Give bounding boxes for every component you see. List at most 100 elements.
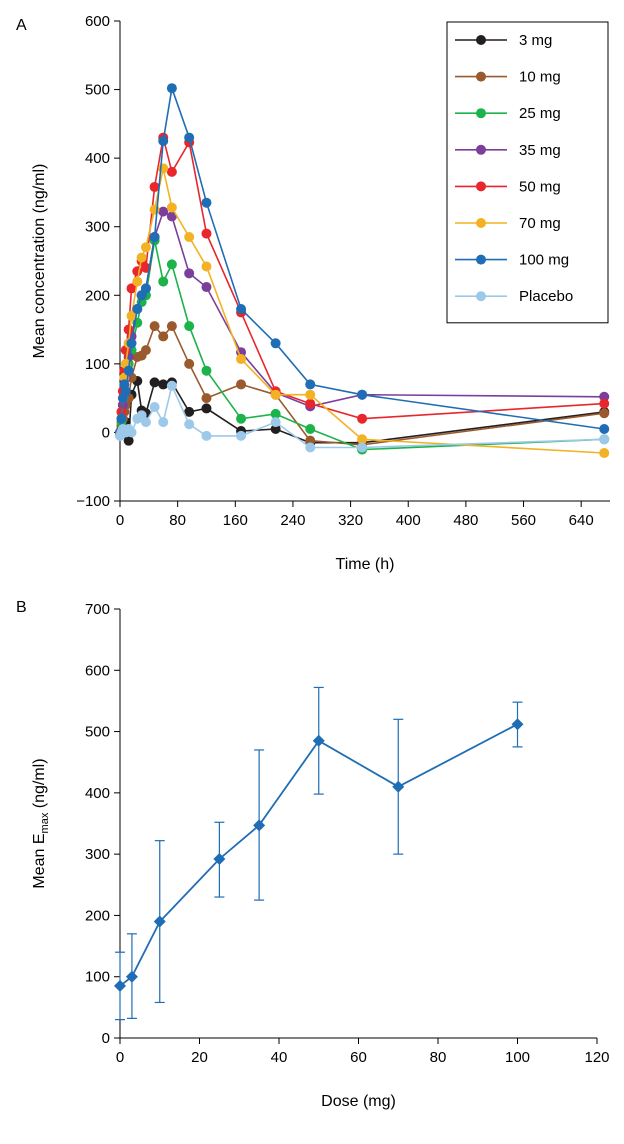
- panel-a-x-tick-label: 240: [280, 512, 305, 529]
- panel-a-data-point: [184, 132, 195, 143]
- panel-a-legend-box: [446, 21, 609, 324]
- panel-a-data-point: [126, 283, 137, 294]
- panel-a-data-point: [270, 338, 281, 349]
- panel-a-legend-label: 25 mg: [519, 105, 561, 122]
- panel-a-data-point: [184, 268, 195, 279]
- panel-a-data-point: [201, 261, 212, 272]
- panel-a-data-point: [158, 379, 169, 390]
- panel-a-legend-label: 100 mg: [519, 252, 569, 269]
- panel-a-data-point: [140, 242, 151, 253]
- panel-b-data-point: [392, 780, 405, 793]
- panel-a-data-point: [270, 408, 281, 419]
- panel-a-legend-marker: [476, 291, 486, 302]
- panel-a-data-point: [201, 365, 212, 376]
- panel-a-data-point: [149, 377, 160, 388]
- panel-a-data-point: [158, 417, 169, 428]
- panel-a-x-tick-label: 320: [338, 512, 363, 529]
- panel-a-legend-label: Placebo: [519, 288, 573, 305]
- panel-a-data-point: [140, 283, 151, 294]
- panel-a-data-point: [140, 417, 151, 428]
- panel-b-y-axis-label-sub: max: [39, 812, 51, 833]
- panel-a-data-point: [158, 331, 169, 342]
- panel-a-data-point: [166, 202, 177, 213]
- panel-b-y-axis-label-unit: (ng/ml): [31, 758, 48, 812]
- panel-a-data-point: [166, 259, 177, 270]
- panel-a-series: [115, 83, 610, 458]
- panel-a-data-point: [357, 413, 368, 424]
- panel-a-chart: A −100 0 100 200 300 400 500 600 0 80 160 240 320 400…: [16, 13, 610, 573]
- panel-a-data-point: [184, 419, 195, 430]
- panel-a-data-point: [132, 266, 143, 277]
- panel-a-x-tick-label: 400: [396, 512, 421, 529]
- panel-b-x-tick-label: 20: [191, 1049, 208, 1066]
- panel-a-x-tick-label: 640: [569, 512, 594, 529]
- panel-b-y-tick-label: 700: [85, 601, 110, 618]
- panel-a-x-tick-label: 0: [116, 512, 124, 529]
- panel-b-series-line: [119, 723, 518, 987]
- panel-b-x-tick-label: 40: [271, 1049, 288, 1066]
- panel-a-x-tick-label: 480: [453, 512, 478, 529]
- panel-a-data-point: [599, 448, 610, 458]
- panel-a-data-point: [184, 232, 195, 242]
- panel-a-data-point: [166, 211, 177, 222]
- panel-a-legend-marker: [476, 144, 486, 155]
- panel-a-x-axis-label: Time (h): [336, 556, 395, 573]
- panel-b-data-point: [153, 915, 166, 928]
- panel-a-data-point: [158, 136, 169, 146]
- panel-b-y-tick-label: 400: [85, 785, 110, 802]
- panel-a-data-point: [166, 83, 177, 94]
- panel-a-data-point: [123, 324, 134, 335]
- panel-a-y-tick-label: 600: [85, 13, 110, 30]
- panel-a-data-point: [599, 391, 610, 402]
- panel-a-data-point: [132, 304, 143, 314]
- panel-a-data-point: [599, 408, 610, 419]
- panel-b-data-point: [114, 979, 126, 992]
- panel-a-data-point: [140, 345, 151, 356]
- panel-a-y-tick-label: 400: [85, 150, 110, 167]
- panel-a-legend-marker: [476, 254, 486, 265]
- panel-b-y-axis-label: Mean Emax (ng/ml): [31, 758, 51, 888]
- panel-a-data-point: [126, 427, 137, 438]
- panel-a-data-point: [201, 403, 212, 414]
- panel-b-data-point: [312, 734, 325, 747]
- panel-a-data-point: [126, 310, 137, 321]
- panel-a-data-point: [305, 379, 316, 390]
- panel-a-y-axis-label: Mean concentration (ng/ml): [31, 164, 48, 359]
- panel-a-data-point: [201, 282, 212, 293]
- panel-b-x-tick-label: 80: [430, 1049, 447, 1066]
- panel-a-data-point: [236, 347, 247, 358]
- panel-a-data-point: [305, 389, 316, 400]
- panel-a-legend-marker: [476, 218, 486, 228]
- panel-b-data-point: [511, 718, 524, 731]
- panel-a-data-point: [270, 389, 281, 400]
- panel-a-data-point: [236, 354, 247, 365]
- panel-a-data-point: [270, 424, 281, 434]
- panel-a-data-point: [305, 435, 316, 446]
- panel-a-x-tick-label: 560: [511, 512, 536, 529]
- panel-a-y-tick-label: 500: [85, 82, 110, 99]
- panel-a-axes: −100 0 100 200 300 400 500 600 0 80 160 240 320 400 48…: [76, 13, 610, 529]
- panel-b-y-tick-label: 100: [85, 969, 110, 986]
- panel-a-data-point: [201, 430, 212, 441]
- panel-b-axes: 0 100 200 300 400 500 600 700 0 20 40 60 80 100 120: [85, 601, 610, 1066]
- panel-a-y-tick-label: 200: [85, 287, 110, 304]
- panel-a-data-point: [236, 430, 247, 441]
- panel-a-data-point: [136, 252, 147, 263]
- panel-a-legend-label: 70 mg: [519, 215, 561, 232]
- panel-a-y-tick-label: 100: [85, 356, 110, 373]
- panel-a-data-point: [149, 402, 160, 413]
- panel-b-x-tick-label: 120: [584, 1049, 609, 1066]
- panel-a-data-point: [126, 338, 137, 349]
- panel-a-data-point: [599, 398, 610, 409]
- panel-a-data-point: [270, 417, 281, 428]
- panel-a-data-point: [599, 424, 610, 434]
- panel-a-data-point: [236, 379, 247, 390]
- panel-a-y-tick-label: 300: [85, 219, 110, 236]
- panel-b-data-point: [253, 819, 266, 832]
- panel-b-y-tick-label: 500: [85, 724, 110, 741]
- panel-b-data-point: [125, 970, 138, 983]
- panel-a-data-point: [166, 321, 177, 332]
- panel-a-data-point: [166, 380, 177, 391]
- panel-a-data-point: [149, 321, 160, 332]
